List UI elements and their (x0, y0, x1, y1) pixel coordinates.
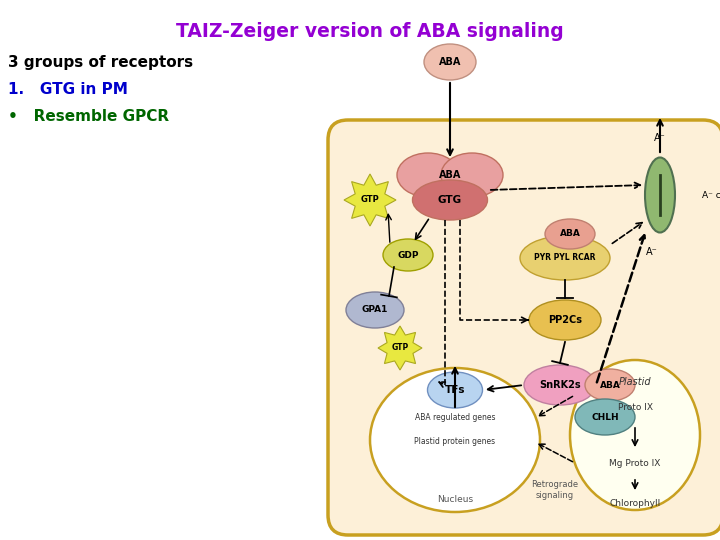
Text: 1.   GTG in PM: 1. GTG in PM (8, 82, 128, 97)
Text: GPA1: GPA1 (362, 306, 388, 314)
Text: GDP: GDP (397, 251, 419, 260)
Text: 3 groups of receptors: 3 groups of receptors (8, 55, 193, 70)
Text: Chlorophyll: Chlorophyll (609, 498, 661, 508)
Ellipse shape (441, 153, 503, 197)
FancyBboxPatch shape (328, 120, 720, 535)
Ellipse shape (529, 300, 601, 340)
Text: GTP: GTP (392, 343, 409, 353)
Ellipse shape (570, 360, 700, 510)
Ellipse shape (428, 372, 482, 408)
Ellipse shape (424, 44, 476, 80)
Text: ABA: ABA (600, 381, 621, 389)
Text: Plastid: Plastid (618, 377, 652, 387)
Text: Mg Proto IX: Mg Proto IX (609, 458, 661, 468)
Text: CHLH: CHLH (591, 413, 618, 422)
Text: A⁻ channel: A⁻ channel (702, 191, 720, 199)
Ellipse shape (397, 153, 459, 197)
Ellipse shape (575, 399, 635, 435)
Text: Retrograde
signaling: Retrograde signaling (531, 480, 579, 500)
Text: Plastid protein genes: Plastid protein genes (415, 437, 495, 447)
Ellipse shape (545, 219, 595, 249)
Text: ABA: ABA (559, 230, 580, 239)
Text: ABA: ABA (438, 170, 462, 180)
Text: ABA regulated genes: ABA regulated genes (415, 414, 495, 422)
Text: •   Resemble GPCR: • Resemble GPCR (8, 109, 169, 124)
Text: GTG: GTG (438, 195, 462, 205)
Ellipse shape (346, 292, 404, 328)
Ellipse shape (585, 369, 635, 401)
Text: TAIZ-Zeiger version of ABA signaling: TAIZ-Zeiger version of ABA signaling (176, 22, 564, 41)
Text: PP2Cs: PP2Cs (548, 315, 582, 325)
Polygon shape (378, 326, 422, 370)
Ellipse shape (370, 368, 540, 512)
Text: PYR PYL RCAR: PYR PYL RCAR (534, 253, 595, 262)
Text: A⁻: A⁻ (646, 247, 658, 257)
Text: ABA: ABA (438, 57, 462, 67)
Ellipse shape (383, 239, 433, 271)
Ellipse shape (524, 365, 596, 405)
Ellipse shape (413, 180, 487, 220)
Text: GTP: GTP (361, 195, 379, 205)
Text: Nucleus: Nucleus (437, 495, 473, 504)
Text: Proto IX: Proto IX (618, 402, 652, 411)
Text: A⁻: A⁻ (654, 133, 666, 143)
Ellipse shape (520, 236, 610, 280)
Text: TFs: TFs (445, 385, 465, 395)
Text: SnRK2s: SnRK2s (539, 380, 581, 390)
Polygon shape (344, 174, 396, 226)
Ellipse shape (645, 158, 675, 233)
